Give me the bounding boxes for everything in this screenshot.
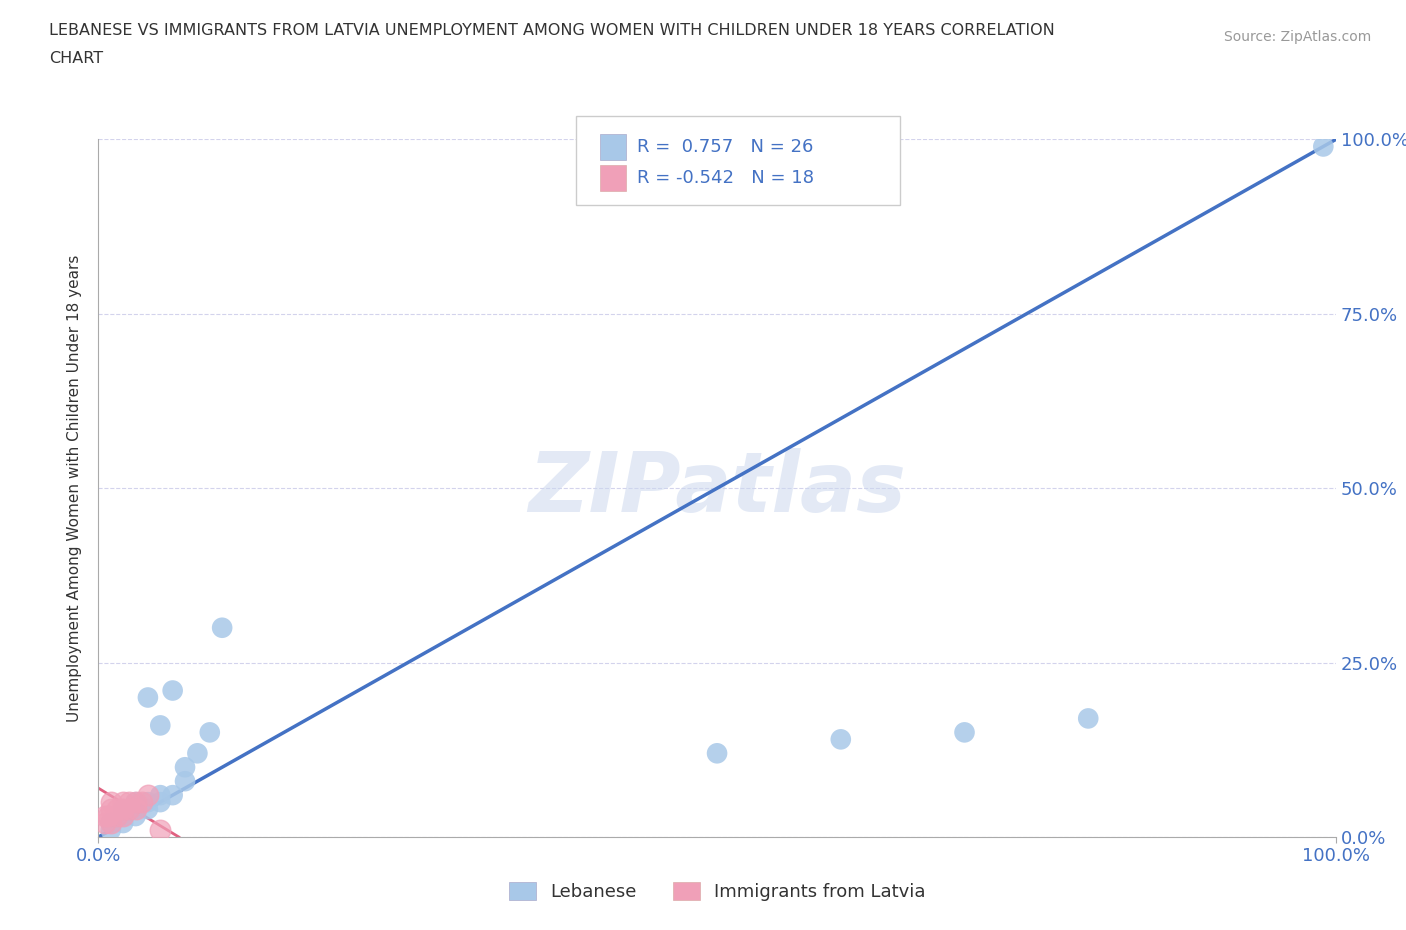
Point xyxy=(93,809,115,824)
Point xyxy=(830,732,852,747)
Point xyxy=(124,794,146,809)
Point xyxy=(100,794,122,809)
Point xyxy=(105,802,128,817)
Y-axis label: Unemployment Among Women with Children Under 18 years: Unemployment Among Women with Children U… xyxy=(67,255,83,722)
Point xyxy=(136,802,159,817)
Point xyxy=(100,823,122,838)
Point xyxy=(136,788,159,803)
Point xyxy=(198,725,221,740)
Point xyxy=(124,794,146,809)
Point xyxy=(112,809,135,824)
Text: R =  0.757   N = 26: R = 0.757 N = 26 xyxy=(637,138,813,155)
Point xyxy=(162,683,184,698)
Point xyxy=(211,620,233,635)
Point xyxy=(186,746,208,761)
Point xyxy=(131,794,153,809)
Point xyxy=(100,816,122,830)
Point xyxy=(124,802,146,817)
Point xyxy=(112,802,135,817)
Point xyxy=(124,809,146,824)
Point xyxy=(118,794,141,809)
Point xyxy=(112,802,135,817)
Point xyxy=(174,760,197,775)
Point xyxy=(953,725,976,740)
Text: LEBANESE VS IMMIGRANTS FROM LATVIA UNEMPLOYMENT AMONG WOMEN WITH CHILDREN UNDER : LEBANESE VS IMMIGRANTS FROM LATVIA UNEMP… xyxy=(49,23,1054,38)
Text: CHART: CHART xyxy=(49,51,103,66)
Text: R = -0.542   N = 18: R = -0.542 N = 18 xyxy=(637,169,814,187)
Legend: Lebanese, Immigrants from Latvia: Lebanese, Immigrants from Latvia xyxy=(502,874,932,909)
Point xyxy=(100,802,122,817)
Point xyxy=(112,809,135,824)
Point xyxy=(97,809,120,824)
Text: ZIPatlas: ZIPatlas xyxy=(529,447,905,529)
Point xyxy=(174,774,197,789)
Text: Source: ZipAtlas.com: Source: ZipAtlas.com xyxy=(1223,30,1371,44)
Point xyxy=(136,690,159,705)
Point xyxy=(93,816,115,830)
Point xyxy=(149,788,172,803)
Point xyxy=(100,816,122,830)
Point xyxy=(149,823,172,838)
Point xyxy=(136,794,159,809)
Point xyxy=(149,718,172,733)
Point xyxy=(118,802,141,817)
Point xyxy=(1077,711,1099,725)
Point xyxy=(162,788,184,803)
Point xyxy=(112,816,135,830)
Point xyxy=(706,746,728,761)
Point xyxy=(112,794,135,809)
Point xyxy=(149,794,172,809)
Point xyxy=(1312,140,1334,154)
Point xyxy=(124,802,146,817)
Point xyxy=(105,809,128,824)
